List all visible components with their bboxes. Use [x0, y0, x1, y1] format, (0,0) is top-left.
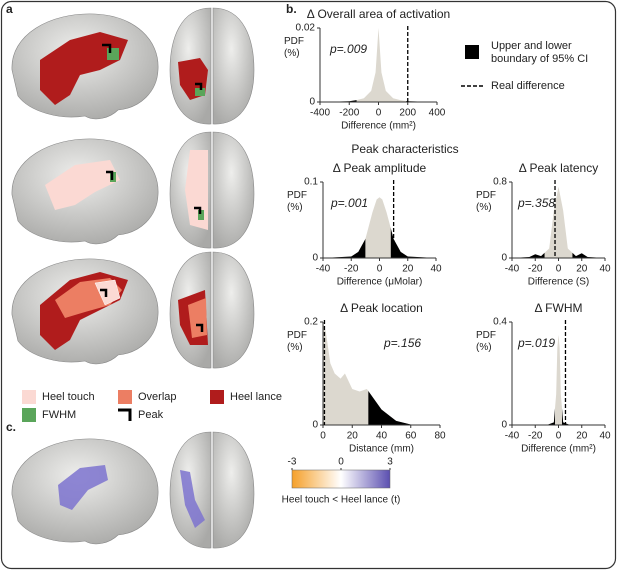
y-axis-label: PDF (%): [287, 330, 307, 353]
x-tick-label: 40: [376, 431, 388, 442]
chart-title: Δ Peak amplitude: [333, 161, 427, 175]
legend-label: Peak: [138, 409, 164, 421]
y-axis-label: PDF (%): [287, 190, 307, 213]
x-axis-label: Difference (mm²): [521, 444, 596, 455]
x-axis-label: Difference (mm²): [341, 121, 416, 132]
panel-label: c.: [6, 420, 16, 434]
y-tick-label: 0: [312, 420, 318, 431]
x-tick-label: 0: [556, 431, 562, 442]
y-axis-label: PDF (%): [476, 190, 496, 213]
chart-title: Δ Overall area of activation: [307, 7, 450, 21]
x-tick-label: -400: [310, 108, 330, 119]
x-tick-label: 0: [376, 108, 382, 119]
y-tick-label: 0: [501, 253, 507, 264]
y-tick-label: 0: [312, 253, 318, 264]
y-tick-label: 0: [309, 97, 315, 108]
x-tick-label: 40: [430, 264, 442, 275]
x-tick-label: -40: [316, 264, 331, 275]
legend-label: Overlap: [138, 391, 177, 403]
legend-label: Heel touch: [42, 391, 95, 403]
colorbar-tick-label: -3: [288, 457, 297, 468]
x-tick-label: 0: [377, 264, 383, 275]
y-tick-label: 0.8: [493, 177, 507, 188]
colorbar-tick-label: 3: [387, 457, 393, 468]
chart-title: Δ Peak latency: [519, 161, 598, 175]
x-tick-label: 0: [556, 264, 562, 275]
p-value: p=.019: [517, 336, 555, 350]
y-axis-label: PDF (%): [476, 330, 496, 353]
legend-label: Heel lance: [230, 391, 282, 403]
brain-top: [169, 7, 255, 549]
y-tick-label: 0.02: [296, 23, 316, 34]
panel-label: b.: [286, 2, 297, 16]
x-axis-label: Distance (mm): [349, 444, 414, 455]
density-area: [320, 28, 437, 102]
p-value: p=.009: [329, 42, 367, 56]
chart-title: Δ Peak location: [340, 301, 423, 315]
x-tick-label: -20: [344, 264, 359, 275]
section-title: Peak characteristics: [351, 142, 458, 156]
x-tick-label: -20: [528, 431, 543, 442]
x-tick-label: 40: [599, 264, 611, 275]
colorbar: [291, 469, 391, 489]
x-axis-label: Difference (μMolar): [337, 277, 423, 288]
x-tick-label: -200: [339, 108, 359, 119]
x-tick-label: 400: [429, 108, 446, 119]
legend-swatch: [118, 390, 132, 404]
x-tick-label: 20: [576, 264, 588, 275]
y-tick-label: 0: [501, 420, 507, 431]
p-value: p=.001: [330, 196, 368, 210]
panel-label: a: [6, 2, 13, 16]
legend-ci-swatch: [465, 45, 479, 59]
density-area: [323, 197, 436, 258]
legend-swatch: [210, 390, 224, 404]
p-value: p=.156: [383, 336, 421, 350]
y-tick-label: 0.1: [304, 177, 318, 188]
x-tick-label: 60: [405, 431, 417, 442]
legend-swatch: [22, 408, 36, 422]
p-value: p=.358: [517, 196, 555, 210]
x-tick-label: 20: [347, 431, 359, 442]
x-tick-label: -40: [505, 264, 520, 275]
colorbar-tick-label: 0: [338, 457, 344, 468]
x-tick-label: 20: [576, 431, 588, 442]
chart-title: Δ FWHM: [534, 301, 582, 315]
peak-markers: [100, 43, 204, 332]
x-axis-label: Difference (S): [528, 277, 590, 288]
x-tick-label: -20: [528, 264, 543, 275]
legend-label: FWHM: [42, 409, 76, 421]
legend-real-label: Real difference: [491, 80, 565, 92]
legend-swatch: [118, 408, 132, 421]
y-tick-label: 0.2: [304, 317, 318, 328]
x-tick-label: 20: [402, 264, 414, 275]
x-tick-label: 40: [599, 431, 611, 442]
density-area: [512, 334, 605, 425]
x-tick-label: 200: [399, 108, 416, 119]
colorbar-label: Heel touch < Heel lance (t): [282, 495, 401, 506]
x-tick-label: 80: [434, 431, 446, 442]
y-axis-label: PDF (%): [284, 36, 304, 59]
density-area: [323, 322, 440, 425]
x-tick-label: 0: [320, 431, 326, 442]
density-area: [512, 186, 605, 258]
y-tick-label: 0.4: [493, 317, 507, 328]
legend-swatch: [22, 390, 36, 404]
x-tick-label: -40: [505, 431, 520, 442]
legend-ci-label: Upper and lower boundary of 95% CI: [491, 40, 589, 65]
